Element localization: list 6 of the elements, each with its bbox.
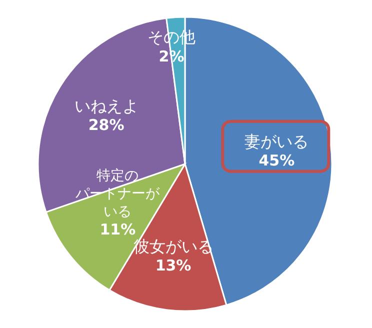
slice-label: 妻がいる [244, 132, 309, 151]
data-label: 45% [258, 152, 295, 170]
data-label: 13% [155, 256, 192, 275]
slice-label: いねえよ [74, 96, 138, 116]
data-label: 28% [88, 116, 124, 134]
data-label: 11% [100, 220, 136, 238]
